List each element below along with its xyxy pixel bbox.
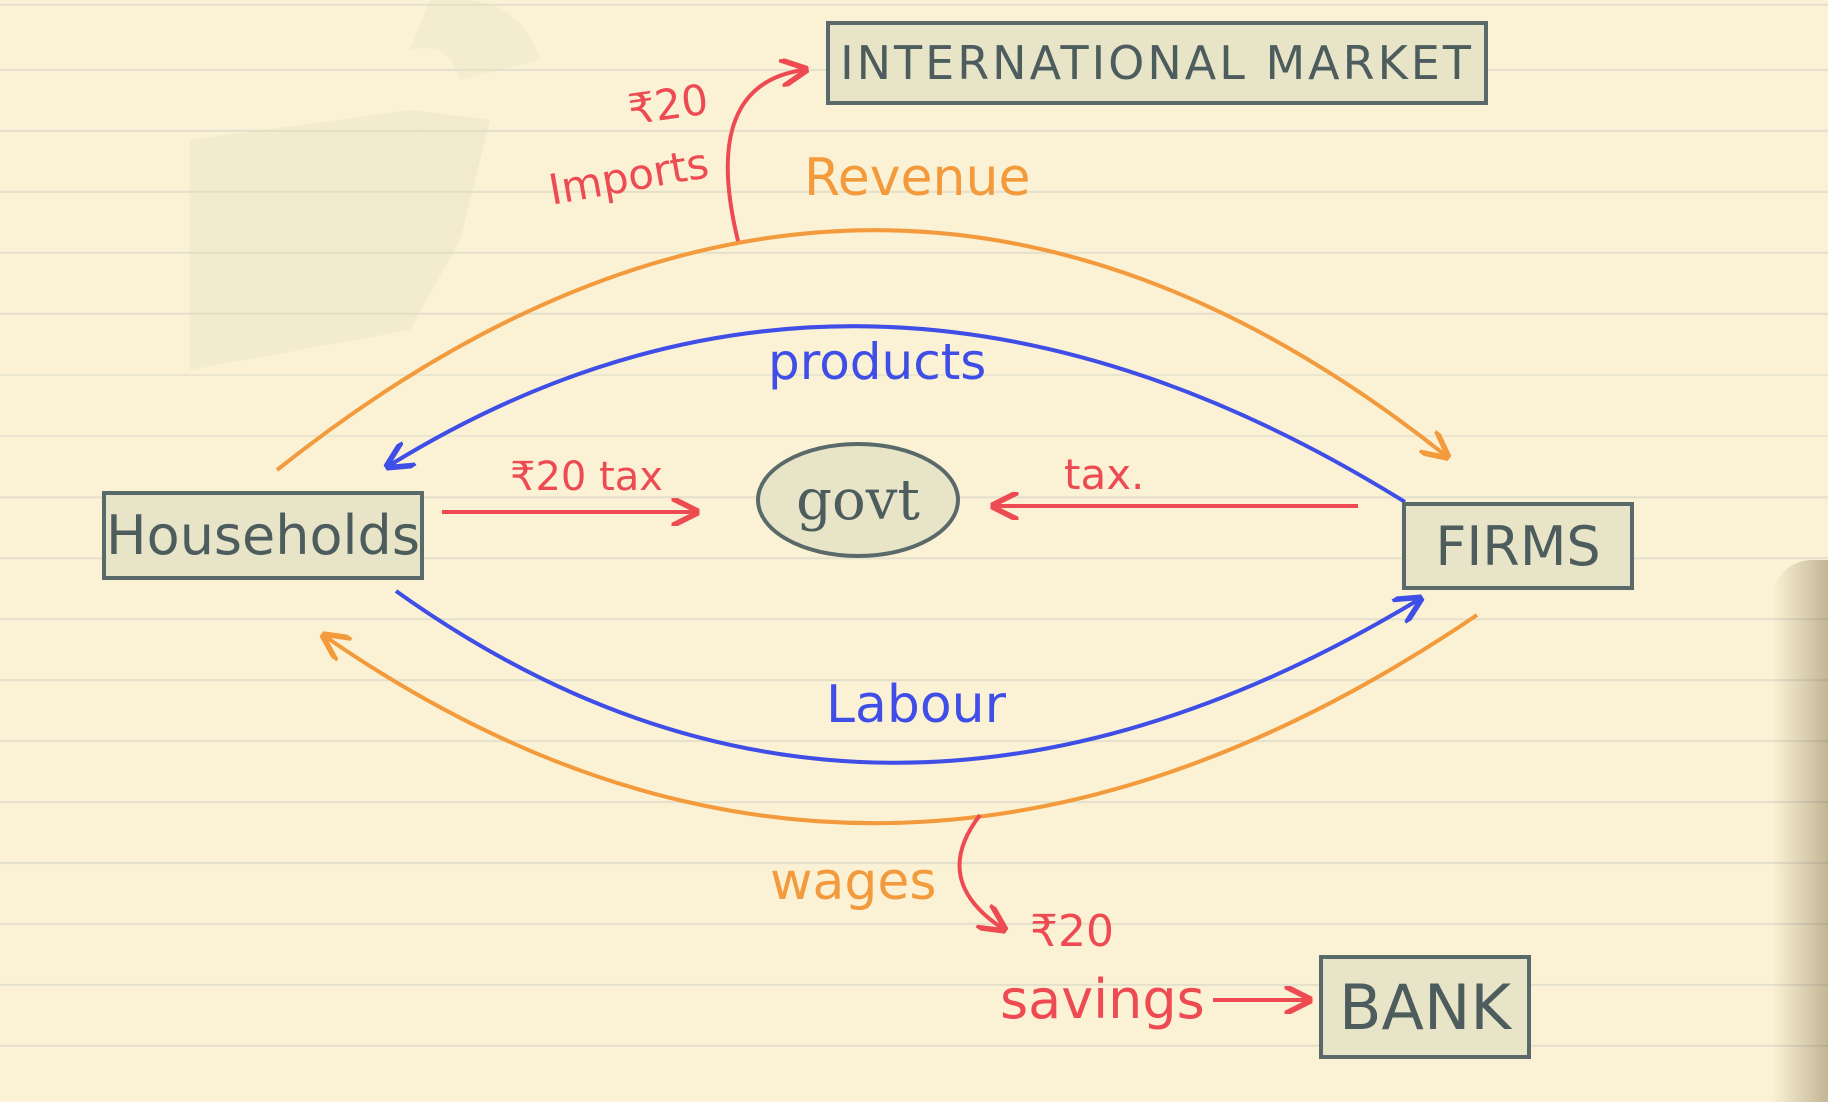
products-arrow bbox=[390, 324, 1407, 504]
revenue-label: Revenue bbox=[804, 148, 1031, 208]
firms-box: FIRMS bbox=[1402, 502, 1634, 590]
labour-label: Labour bbox=[826, 675, 1006, 735]
wages-label: wages bbox=[770, 852, 937, 912]
watermark-logo bbox=[160, 0, 680, 434]
revenue-arrow bbox=[275, 228, 1445, 472]
page-edge-shadow bbox=[1772, 560, 1828, 1102]
govt-ellipse: govt bbox=[756, 442, 960, 558]
international-market-box: INTERNATIONAL MARKET bbox=[826, 21, 1488, 105]
bank-box: BANK bbox=[1319, 955, 1531, 1059]
savings-amount-label: ₹20 bbox=[1030, 906, 1114, 957]
wages-arrow bbox=[326, 613, 1479, 826]
households-box: Households bbox=[102, 491, 424, 580]
products-label: products bbox=[768, 333, 987, 391]
savings-arrow bbox=[957, 813, 1002, 928]
firm-tax-label: tax. bbox=[1064, 450, 1145, 499]
labour-arrow bbox=[394, 589, 1418, 765]
household-tax-label: ₹20 tax bbox=[510, 454, 663, 500]
imports-arrow bbox=[725, 70, 803, 242]
savings-label: savings bbox=[1000, 968, 1205, 1031]
